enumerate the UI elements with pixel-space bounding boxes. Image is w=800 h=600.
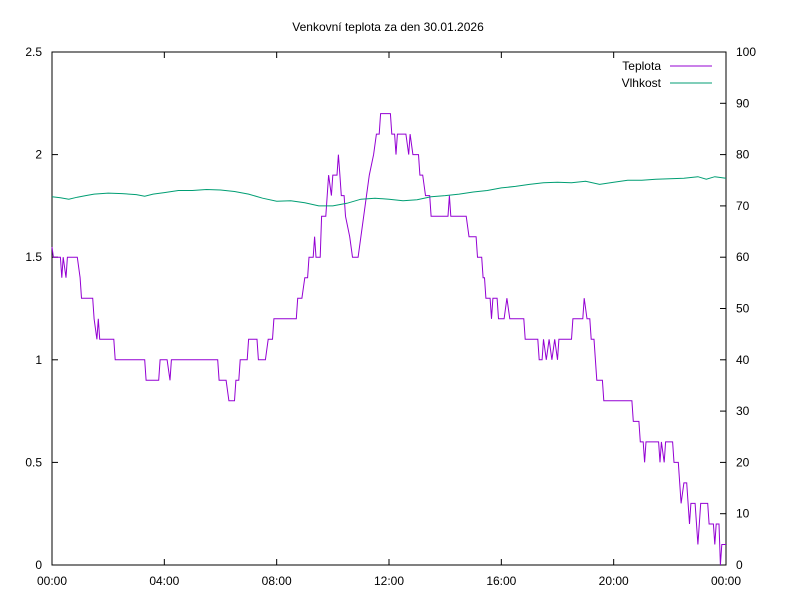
series-group xyxy=(51,113,727,566)
x-tick-label: 00:00 xyxy=(711,574,741,588)
series-line-vlhkost xyxy=(51,176,727,207)
plot-frame xyxy=(51,51,727,566)
left-tick-label: 0 xyxy=(35,558,42,572)
left-tick-label: 2.5 xyxy=(25,45,42,59)
legend-label-vlhkost: Vlhkost xyxy=(622,76,662,90)
legend-label-teplota: Teplota xyxy=(622,59,661,73)
left-tick-label: 1.5 xyxy=(25,250,42,264)
x-tick-label: 08:00 xyxy=(262,574,292,588)
legend: Teplota Vlhkost xyxy=(622,59,712,90)
right-tick-label: 90 xyxy=(736,96,750,110)
x-tick-label: 16:00 xyxy=(486,574,516,588)
right-tick-label: 70 xyxy=(736,199,750,213)
right-tick-label: 30 xyxy=(736,404,750,418)
right-tick-label: 100 xyxy=(736,45,756,59)
right-tick-label: 20 xyxy=(736,455,750,469)
left-tick-label: 1 xyxy=(35,353,42,367)
series-line-teplota xyxy=(51,113,726,566)
left-tick-label: 2 xyxy=(35,148,42,162)
right-tick-label: 0 xyxy=(736,558,743,572)
x-tick-label: 20:00 xyxy=(599,574,629,588)
chart-title: Venkovní teplota za den 30.01.2026 xyxy=(292,20,484,34)
right-tick-label: 40 xyxy=(736,353,750,367)
right-tick-label: 80 xyxy=(736,148,750,162)
left-axis-ticks: 0 0.5 1 1.5 2 2.5 xyxy=(25,45,58,572)
x-tick-label: 12:00 xyxy=(374,574,404,588)
right-tick-label: 50 xyxy=(736,302,750,316)
x-tick-label: 04:00 xyxy=(149,574,179,588)
x-tick-label: 00:00 xyxy=(37,574,67,588)
left-tick-label: 0.5 xyxy=(25,455,42,469)
x-axis-ticks: 00:00 04:00 08:00 12:00 16:00 20:00 00:00 xyxy=(37,52,741,588)
right-tick-label: 10 xyxy=(736,507,750,521)
right-tick-label: 60 xyxy=(736,250,750,264)
right-axis-ticks: 0 10 20 30 40 50 60 70 80 90 100 xyxy=(720,45,756,572)
